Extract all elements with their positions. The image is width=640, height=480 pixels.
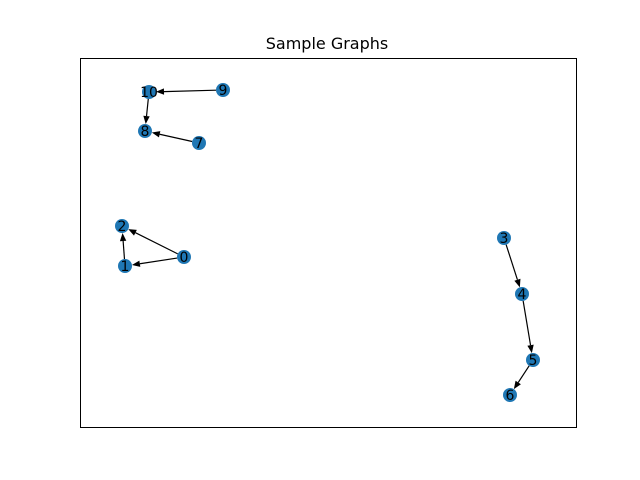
arrowhead-icon xyxy=(119,232,127,242)
node-label: 7 xyxy=(195,136,204,152)
arrowhead-icon xyxy=(513,380,521,390)
node-circle xyxy=(503,388,517,402)
arrowhead-icon xyxy=(151,131,161,138)
plot-frame xyxy=(80,58,577,428)
node-5: 5 xyxy=(526,353,540,369)
node-label: 0 xyxy=(180,250,189,266)
node-label: 10 xyxy=(140,85,158,101)
node-label: 2 xyxy=(118,219,127,235)
arrowhead-icon xyxy=(155,88,165,95)
node-circle xyxy=(115,219,129,233)
edge-1-2 xyxy=(119,232,127,260)
node-1: 1 xyxy=(118,259,132,275)
edges-layer xyxy=(119,88,534,390)
edge-3-4 xyxy=(505,244,521,288)
node-circle xyxy=(497,231,511,245)
node-label: 3 xyxy=(500,231,509,247)
arrowhead-icon xyxy=(143,115,150,125)
edge-line xyxy=(163,89,217,93)
node-2: 2 xyxy=(115,219,129,235)
node-circle xyxy=(138,124,152,138)
arrowhead-icon xyxy=(128,229,137,236)
node-0: 0 xyxy=(177,250,191,266)
edge-line xyxy=(139,257,178,265)
arrowhead-icon xyxy=(527,344,534,354)
node-circle xyxy=(192,136,206,150)
node-label: 5 xyxy=(529,353,538,369)
node-label: 8 xyxy=(141,124,150,140)
node-label: 9 xyxy=(219,83,228,99)
node-label: 1 xyxy=(121,259,130,275)
nodes-layer: 0 1 2 3 4 5 6 7 8 9 10 xyxy=(115,83,540,404)
arrowhead-icon xyxy=(514,278,521,288)
edge-7-8 xyxy=(151,131,193,143)
arrowhead-icon xyxy=(131,260,141,267)
edge-0-1 xyxy=(131,257,178,267)
node-label: 4 xyxy=(518,287,527,303)
node-8: 8 xyxy=(138,124,152,140)
edge-line xyxy=(517,365,530,383)
node-3: 3 xyxy=(497,231,511,247)
edge-line xyxy=(145,98,149,117)
figure-title: Sample Graphs xyxy=(266,34,389,53)
edge-line xyxy=(122,240,126,260)
node-circle xyxy=(177,250,191,264)
node-circle xyxy=(118,259,132,273)
edge-0-2 xyxy=(128,229,179,255)
node-4: 4 xyxy=(515,287,529,303)
node-circle xyxy=(515,287,529,301)
edge-10-8 xyxy=(143,98,150,125)
node-circle xyxy=(526,353,540,367)
edge-line xyxy=(159,133,193,143)
edge-9-10 xyxy=(155,88,217,95)
edge-line xyxy=(505,244,518,280)
node-6: 6 xyxy=(503,388,517,404)
node-10: 10 xyxy=(140,85,158,101)
edge-line xyxy=(135,232,179,255)
edge-5-6 xyxy=(513,365,530,390)
edge-4-5 xyxy=(522,300,534,354)
node-label: 6 xyxy=(506,388,515,404)
node-circle xyxy=(216,83,230,97)
node-9: 9 xyxy=(216,83,230,99)
node-circle xyxy=(142,85,156,99)
node-7: 7 xyxy=(192,136,206,152)
edge-line xyxy=(522,300,532,346)
